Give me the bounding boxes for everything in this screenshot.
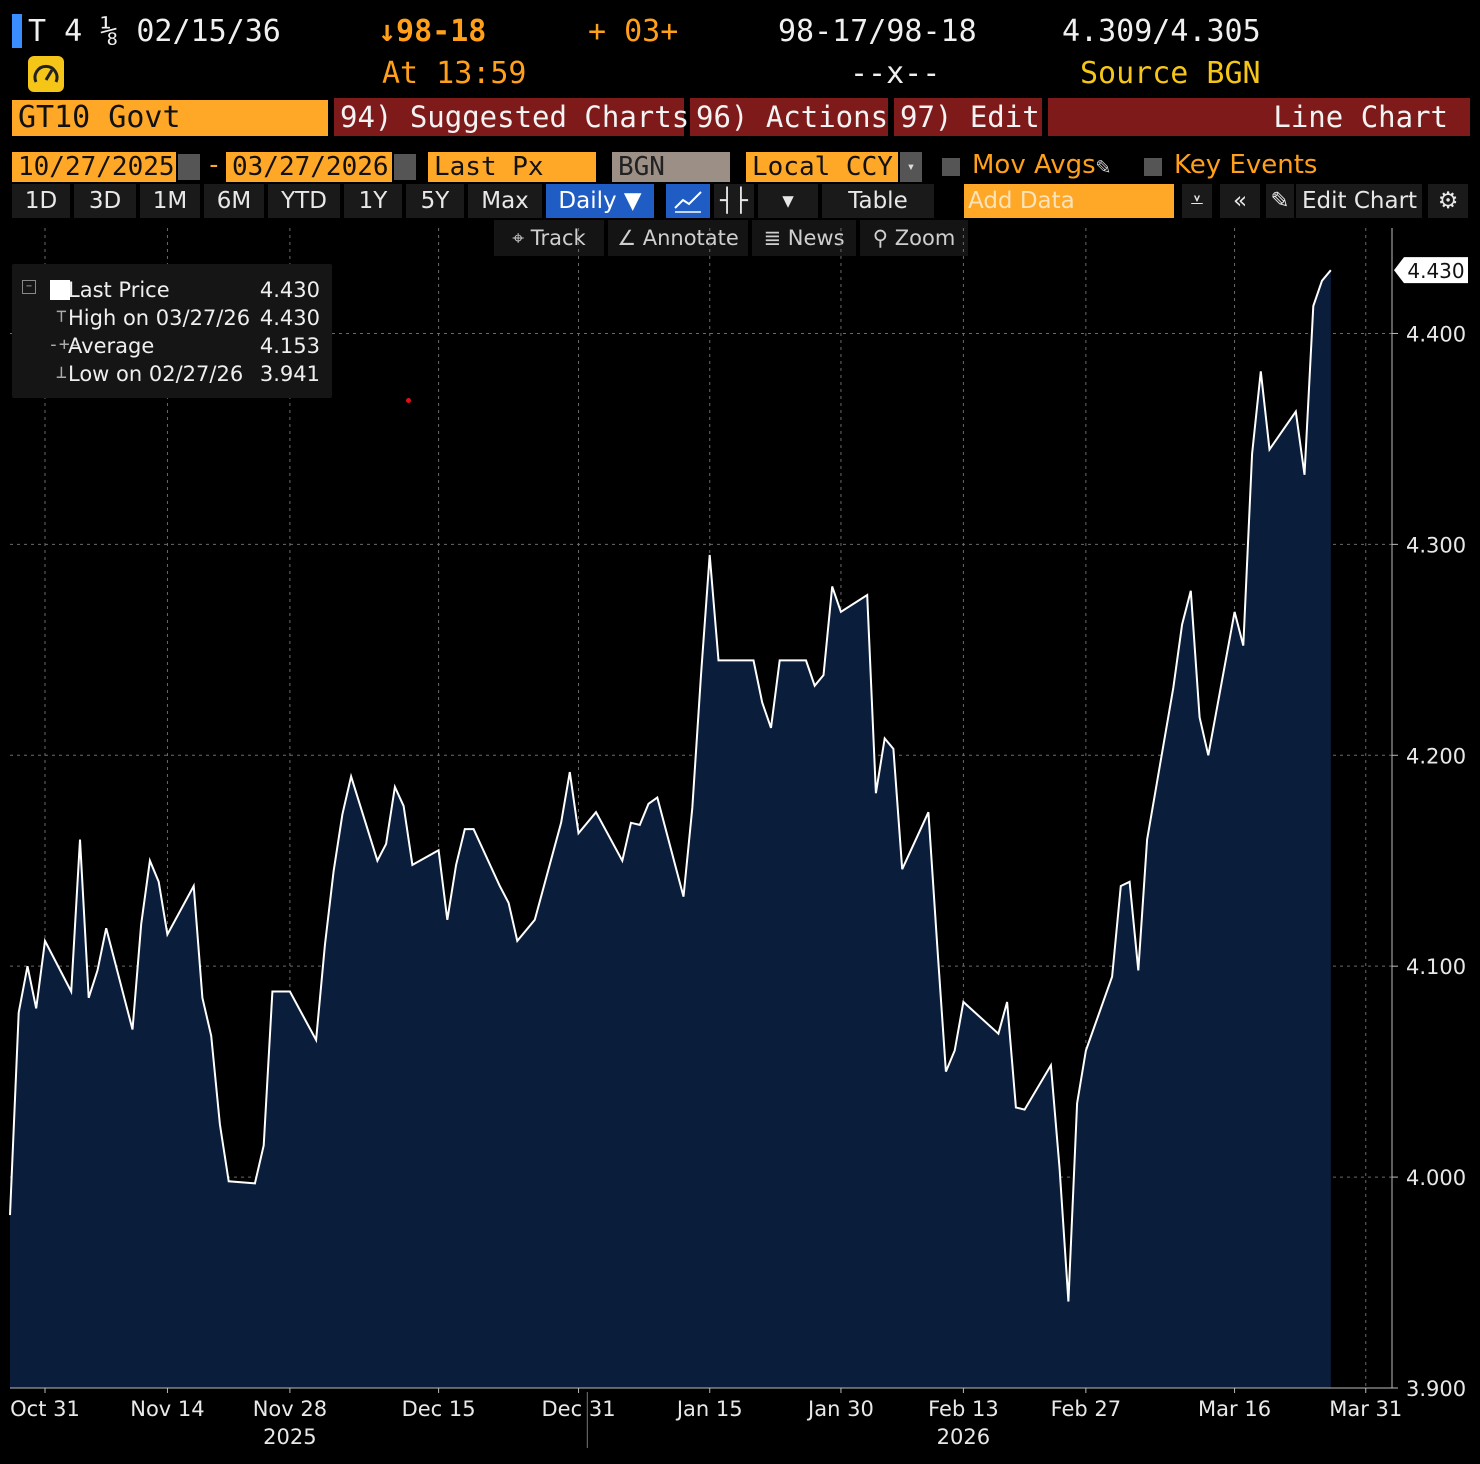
news-label: News xyxy=(787,226,845,250)
actions-menu[interactable]: 96) Actions ▾ xyxy=(690,98,923,136)
range-max[interactable]: Max xyxy=(468,184,542,218)
price-change: ↓98-18 xyxy=(378,14,487,49)
quote-time: At 13:59 xyxy=(382,56,527,91)
x-tick-label: Jan 30 xyxy=(806,1397,874,1421)
edit-chart-icon[interactable]: ✎ xyxy=(1266,184,1294,218)
last-value-tag xyxy=(1394,257,1468,284)
currency-selector[interactable]: Local CCY xyxy=(746,152,898,182)
mov-avgs-checkbox[interactable] xyxy=(942,158,960,176)
x-tick-label: Mar 16 xyxy=(1198,1397,1271,1421)
annotate-label: Annotate xyxy=(642,226,739,250)
range-ytd[interactable]: YTD xyxy=(268,184,340,218)
average-marker-icon: -+- xyxy=(48,334,81,355)
chevron-down-icon[interactable]: ▾ xyxy=(900,152,922,182)
low-value: 3.941 xyxy=(259,362,320,386)
range-1y[interactable]: 1Y xyxy=(344,184,402,218)
gauge-icon[interactable] xyxy=(28,56,64,92)
zoom-tool[interactable]: ⚲ Zoom xyxy=(860,220,968,256)
x-tick-label: Jan 15 xyxy=(675,1397,743,1421)
field-selector[interactable]: Last Px xyxy=(428,152,596,182)
calendar-icon[interactable] xyxy=(394,154,416,180)
range-5y[interactable]: 5Y xyxy=(406,184,464,218)
x-tick-label: Nov 28 xyxy=(253,1397,327,1421)
chart-legend[interactable]: − Last Price 4.430 ⊤ High on 03/27/26 4.… xyxy=(12,264,332,398)
line-chart-icon[interactable] xyxy=(666,184,710,218)
x-tick-label: Nov 14 xyxy=(130,1397,204,1421)
range-6m[interactable]: 6M xyxy=(204,184,264,218)
range-1m[interactable]: 1M xyxy=(140,184,200,218)
crosshair-icon: ⌖ xyxy=(512,226,531,250)
chart-type-label: Line Chart xyxy=(1048,98,1470,136)
low-label: Low on 02/27/26 xyxy=(68,362,244,386)
start-date-field[interactable]: 10/27/2025 xyxy=(12,152,176,182)
last-price-value: 4.430 xyxy=(259,278,320,302)
x-marker: --x-- xyxy=(850,56,941,91)
x-tick-label: Feb 13 xyxy=(928,1397,999,1421)
y-tick-label: 4.400 xyxy=(1406,322,1466,346)
x-tick-label: Mar 31 xyxy=(1329,1397,1402,1421)
source-field[interactable]: BGN xyxy=(612,152,730,182)
y-tick-label: 3.900 xyxy=(1406,1377,1466,1401)
high-marker-icon: ⊤ xyxy=(56,306,67,327)
mov-avgs-label: Mov Avgs xyxy=(972,150,1096,180)
y-tick-label: 4.100 xyxy=(1406,955,1466,979)
price-line xyxy=(9,269,1332,1302)
price-area xyxy=(10,270,1331,1389)
edit-menu[interactable]: 97) Edit ▾ xyxy=(894,98,1075,136)
gear-icon[interactable]: ⚙ xyxy=(1428,184,1468,218)
collapse-icon[interactable]: « xyxy=(1220,184,1260,218)
security-name: T 4 ⅛ 02/15/36 xyxy=(28,14,281,49)
last-price-label: Last Price xyxy=(68,278,170,302)
edit-chart-button[interactable]: Edit Chart xyxy=(1296,184,1422,218)
last-value-label: 4.430 xyxy=(1407,259,1464,283)
low-marker-icon: ⊥ xyxy=(56,362,67,383)
filter-icon[interactable]: ⩡ xyxy=(1182,184,1212,218)
y-tick-label: 4.000 xyxy=(1406,1166,1466,1190)
period-selector[interactable]: Daily ▼ xyxy=(546,184,654,218)
bid-ask: 98-17/98-18 xyxy=(778,14,977,49)
end-date-field[interactable]: 03/27/2026 xyxy=(226,152,392,182)
track-label: Track xyxy=(530,226,586,250)
date-separator: - xyxy=(206,150,222,180)
suggested-charts-menu[interactable]: 94) Suggested Charts ▾ xyxy=(334,98,724,136)
add-data-input[interactable]: Add Data xyxy=(964,184,1174,218)
x-tick-label: Feb 27 xyxy=(1051,1397,1122,1421)
range-1d[interactable]: 1D xyxy=(12,184,70,218)
cursor-dot xyxy=(406,398,411,403)
chevron-down-icon[interactable]: ▾ xyxy=(758,184,818,218)
year-label: 2025 xyxy=(263,1425,316,1449)
y-tick-label: 4.300 xyxy=(1406,533,1466,557)
table-button[interactable]: Table xyxy=(822,184,934,218)
pencil-icon[interactable]: ✎ xyxy=(1096,152,1111,180)
net-change: + 03+ xyxy=(588,14,679,49)
calendar-icon[interactable] xyxy=(178,154,200,180)
range-3d[interactable]: 3D xyxy=(74,184,136,218)
key-events-checkbox[interactable] xyxy=(1144,158,1162,176)
track-tool[interactable]: ⌖ Track xyxy=(494,220,604,256)
collapse-legend-icon[interactable]: − xyxy=(22,280,36,294)
security-flag xyxy=(12,14,22,48)
annotate-tool[interactable]: ∠ Annotate xyxy=(608,220,748,256)
year-label: 2026 xyxy=(937,1425,990,1449)
zoom-label: Zoom xyxy=(894,226,956,250)
x-tick-label: Dec 15 xyxy=(402,1397,476,1421)
annotate-icon: ∠ xyxy=(617,226,643,250)
key-events-label: Key Events xyxy=(1174,150,1318,180)
news-tool[interactable]: ≣ News xyxy=(752,220,856,256)
price-source: Source BGN xyxy=(1080,56,1261,91)
news-icon: ≣ xyxy=(763,226,788,250)
magnifier-icon: ⚲ xyxy=(872,226,895,250)
x-tick-label: Dec 31 xyxy=(542,1397,616,1421)
y-tick-label: 4.200 xyxy=(1406,744,1466,768)
last-price-swatch xyxy=(50,280,70,300)
bar-chart-icon[interactable]: ┤├ xyxy=(714,184,754,218)
average-value: 4.153 xyxy=(259,334,320,358)
high-label: High on 03/27/26 xyxy=(68,306,251,330)
x-tick-label: Oct 31 xyxy=(10,1397,80,1421)
yields: 4.309/4.305 xyxy=(1062,14,1261,49)
high-value: 4.430 xyxy=(259,306,320,330)
ticker-field[interactable]: GT10 Govt xyxy=(12,100,328,136)
average-label: Average xyxy=(68,334,155,358)
